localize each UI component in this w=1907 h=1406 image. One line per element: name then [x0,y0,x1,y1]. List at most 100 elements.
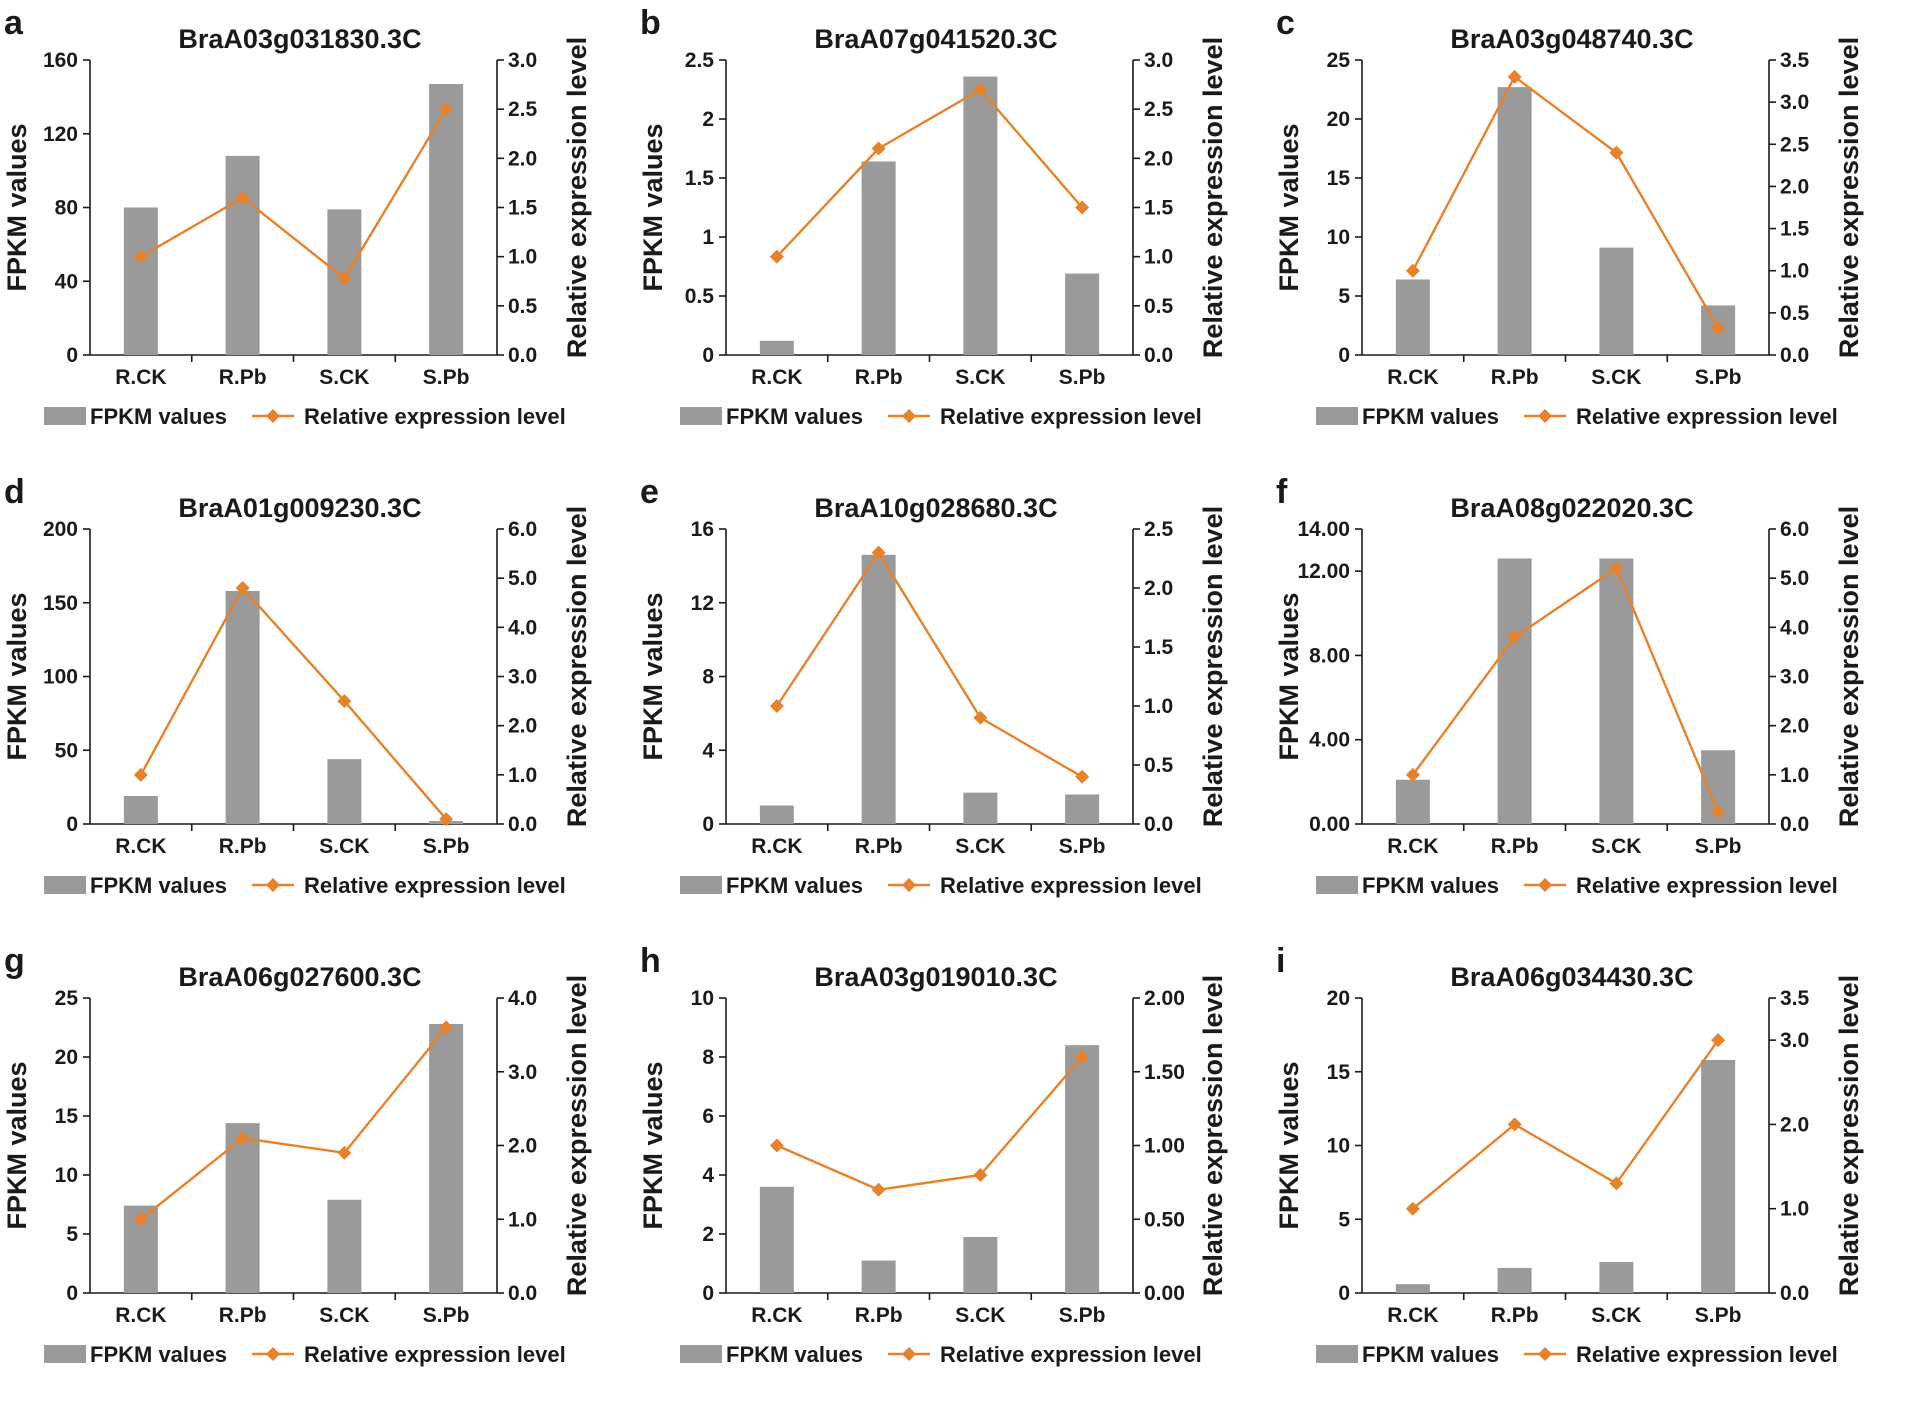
legend-bar-swatch [44,407,86,425]
expression-point [871,141,886,156]
expression-point [439,102,454,117]
chart-i: i BraA06g034430.3C 0 5 10 15 20 0.0 1.0 2.0 3.0 3.5… [1274,942,1864,1367]
fpkm-bar [1599,558,1634,824]
left-tick-label: 8 [702,666,714,689]
chart-title: BraA08g022020.3C [1450,493,1693,523]
right-tick-label: 0.0 [508,344,537,367]
left-tick-label: 2.5 [685,49,715,72]
panel-a: a BraA03g031830.3C 0 40 80 120 160 0.0 0.5 1.0 1.5… [0,0,635,468]
right-tick-label: 0.5 [1144,295,1174,318]
expression-line [775,550,1083,778]
x-tick-label: S.CK [1591,1304,1641,1327]
right-tick-label: 1.0 [508,246,537,269]
legend-line-label: Relative expression level [1576,1342,1838,1367]
legend-line-label: Relative expression level [304,404,566,429]
left-tick-label: 12 [691,592,714,615]
fpkm-bar [759,805,794,824]
left-tick-label: 25 [1327,49,1351,72]
expression-line [776,1056,1084,1191]
left-tick-label: 120 [43,123,78,146]
fpkm-bar [861,1260,896,1293]
panel-letter: b [640,4,661,42]
legend-line-marker [902,878,916,892]
left-tick-label: 16 [691,518,714,541]
right-tick-label: 1.0 [1144,695,1173,718]
left-tick-label: 0 [702,1282,714,1305]
panel-g: g BraA06g027600.3C 0 5 10 15 20 25 0.0 1.0 2.0 3.0 4… [0,938,635,1406]
x-tick-label: R.Pb [1491,366,1539,389]
right-tick-label: 2.00 [1144,987,1185,1010]
expression-point [973,1168,988,1182]
x-tick-label: R.CK [751,1304,802,1327]
right-tick-label: 2.0 [508,147,537,170]
legend-line-marker [1538,409,1552,423]
right-tick-label: 2.0 [508,715,537,738]
right-tick-label: 3.0 [508,666,537,689]
chart-title: BraA01g009230.3C [178,493,421,523]
legend-line-label: Relative expression level [940,873,1202,898]
right-tick-label: 0.0 [1144,813,1173,836]
expression-point [1609,1176,1624,1191]
left-tick-label: 4 [702,739,714,762]
right-tick-label: 4.0 [1780,616,1809,639]
legend-bar-swatch [680,1345,722,1363]
expression-line [140,1026,448,1221]
right-axis-title: Relative expression level [1198,37,1228,358]
x-tick-label: R.CK [751,835,802,858]
x-tick-label: R.CK [1387,835,1438,858]
expression-point [1507,630,1522,645]
left-tick-label: 12.00 [1297,560,1350,583]
expression-point [1711,321,1726,336]
left-tick-label: 5 [1338,285,1350,308]
left-tick-label: 8.00 [1309,644,1350,667]
right-tick-label: 2.5 [508,98,538,121]
left-axis-title: FPKM values [638,123,668,291]
left-tick-label: 6 [702,1105,714,1128]
left-tick-label: 15 [1327,167,1351,190]
right-tick-label: 1.5 [1780,218,1810,241]
right-tick-label: 3.0 [1144,49,1173,72]
left-tick-label: 1 [702,226,714,249]
expression-point [235,581,250,595]
expression-point [235,190,250,205]
x-tick-label: S.Pb [423,1304,470,1327]
expression-point [337,694,352,709]
left-axis-title: FPKM values [1274,1061,1304,1229]
x-tick-label: R.CK [115,366,166,389]
right-tick-label: 2.0 [508,1135,537,1158]
right-tick-label: 2.0 [1780,1113,1809,1136]
panel-letter: a [4,4,24,42]
chart-e: e BraA10g028680.3C 0 4 8 12 16 0.0 0.5 1.0 1.5 2.0 2… [638,473,1228,898]
left-tick-label: 0 [66,813,78,836]
chart-h: h BraA03g019010.3C 0 2 4 6 8 10 0.00 0.50 1.00 1.50… [638,942,1228,1367]
right-tick-label: 6.0 [508,518,537,541]
chart-d: d BraA01g009230.3C 0 50 100 150 200 0.0 1.0 2.0 3.… [2,473,592,898]
panel-c: c BraA03g048740.3C 0 5 10 15 20 25 0.0 0.5 1.0 1.5 2… [1272,0,1907,468]
panel-d: d BraA01g009230.3C 0 50 100 150 200 0.0 1.0 2.0 3.… [0,469,635,937]
chart-title: BraA06g027600.3C [178,962,421,992]
left-tick-label: 1.5 [685,167,715,190]
legend-line-marker [1538,878,1552,892]
right-tick-label: 4.0 [508,616,537,639]
right-tick-label: 2.5 [1780,133,1810,156]
left-tick-label: 8 [702,1046,714,1069]
expression-point [235,1131,250,1146]
right-tick-label: 3.5 [1780,49,1810,72]
expression-line [1412,1039,1720,1210]
fpkm-bar [1599,1262,1634,1293]
panel-letter: h [640,942,661,980]
legend-bar-swatch [1316,1345,1358,1363]
left-axis-title: FPKM values [638,1061,668,1229]
left-tick-label: 15 [55,1105,79,1128]
panel-e: e BraA10g028680.3C 0 4 8 12 16 0.0 0.5 1.0 1.5 2.0 2… [636,469,1271,937]
fpkm-bar [1065,273,1100,355]
right-tick-label: 0.5 [1780,302,1810,325]
left-tick-label: 0 [702,344,714,367]
right-tick-label: 0.0 [508,813,537,836]
x-tick-label: S.CK [319,835,369,858]
right-tick-label: 0.5 [508,295,538,318]
fpkm-bar [963,792,998,824]
chart-title: BraA03g048740.3C [1450,24,1693,54]
right-tick-label: 1.00 [1144,1135,1185,1158]
fpkm-bar [861,554,896,824]
